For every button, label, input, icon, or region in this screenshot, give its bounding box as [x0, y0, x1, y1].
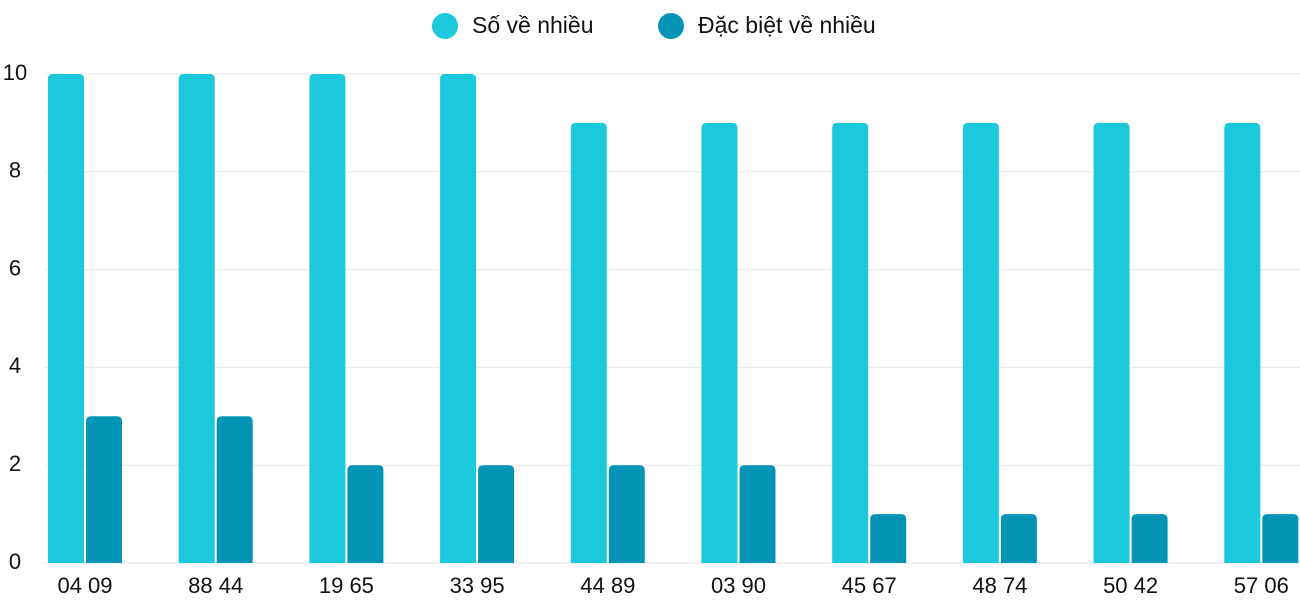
bar: [347, 465, 384, 563]
bar: [440, 74, 477, 563]
bar: [739, 465, 776, 563]
bar: [1131, 514, 1168, 563]
legend-swatch: [432, 13, 458, 39]
bar: [1093, 122, 1130, 564]
bar: [478, 465, 515, 563]
y-tick-label: 8: [9, 158, 21, 183]
y-tick-label: 10: [3, 60, 27, 85]
x-tick-label: 88 44: [188, 573, 243, 598]
bar: [701, 122, 738, 564]
x-tick-label: 33 95: [450, 573, 505, 598]
x-tick-label: 19 65: [319, 573, 374, 598]
legend-label: Đặc biệt về nhiều: [698, 12, 876, 38]
x-tick-label: 04 09: [57, 573, 112, 598]
x-tick-label: 03 90: [711, 573, 766, 598]
bar: [86, 416, 122, 563]
bar: [962, 122, 999, 564]
bar: [1000, 514, 1037, 563]
legend-swatch: [658, 13, 684, 39]
x-tick-label: 44 89: [580, 573, 635, 598]
bar: [216, 416, 253, 563]
bar: [1224, 122, 1261, 564]
legend-label: Số về nhiều: [472, 12, 593, 38]
x-tick-label: 45 67: [842, 573, 897, 598]
bar: [309, 74, 346, 563]
bar: [608, 465, 645, 563]
bar: [832, 122, 869, 564]
y-tick-label: 6: [9, 255, 21, 280]
bar: [870, 514, 907, 563]
bar: [1262, 514, 1299, 563]
bar: [570, 122, 607, 564]
y-tick-label: 4: [9, 353, 21, 378]
x-tick-label: 50 42: [1103, 573, 1158, 598]
y-tick-label: 0: [9, 549, 21, 574]
bar: [48, 74, 84, 563]
x-tick-label: 48 74: [972, 573, 1027, 598]
y-tick-label: 2: [9, 451, 21, 476]
x-tick-label: 57 06: [1234, 573, 1289, 598]
bar: [178, 74, 215, 563]
